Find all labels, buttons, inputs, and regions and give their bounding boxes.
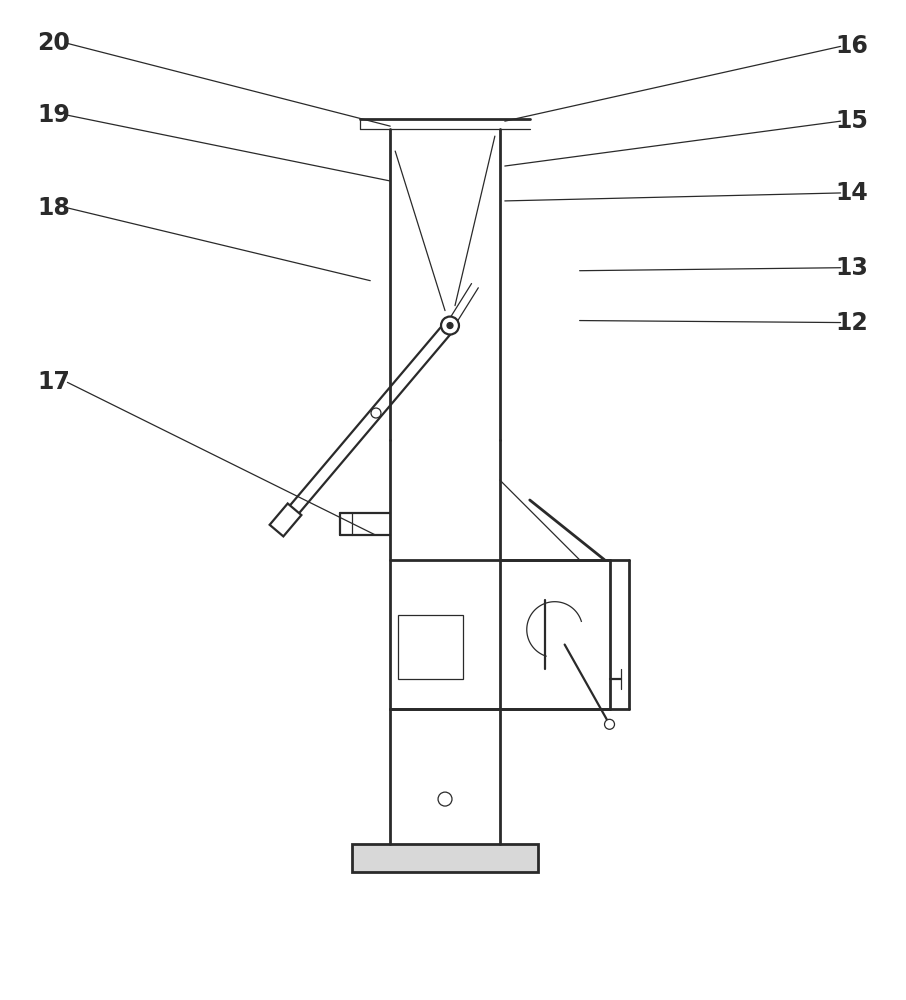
- Text: 17: 17: [37, 370, 71, 394]
- Bar: [352, 844, 538, 872]
- Text: 20: 20: [37, 31, 71, 55]
- Text: 18: 18: [37, 196, 71, 220]
- Text: 12: 12: [835, 311, 869, 335]
- Text: 16: 16: [835, 34, 869, 58]
- Circle shape: [604, 719, 614, 729]
- Text: 13: 13: [835, 256, 869, 280]
- Circle shape: [447, 323, 453, 329]
- Text: 15: 15: [835, 109, 869, 133]
- Circle shape: [371, 408, 381, 418]
- Circle shape: [441, 317, 459, 335]
- Polygon shape: [270, 503, 302, 536]
- Text: 14: 14: [835, 181, 869, 205]
- Text: 19: 19: [37, 103, 71, 127]
- Circle shape: [438, 792, 452, 806]
- Bar: [398, 615, 463, 679]
